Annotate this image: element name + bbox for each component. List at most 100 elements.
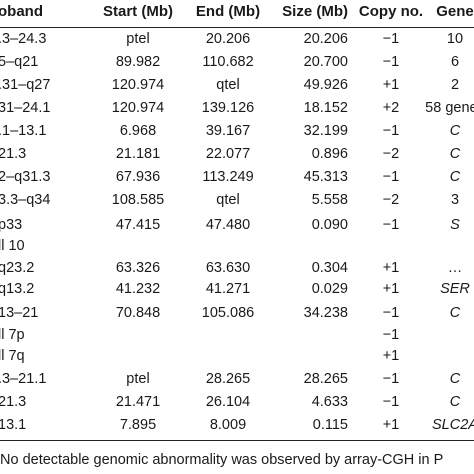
cell-genes: C bbox=[449, 169, 461, 185]
header-genes: Gene bbox=[436, 3, 474, 20]
cell-start: 21.181 bbox=[115, 146, 161, 162]
cell-start: 63.326 bbox=[115, 260, 161, 276]
table-row: 13.1 7.895 8.009 0.115 +1 SLC2A bbox=[0, 417, 474, 439]
cell-end: qtel bbox=[216, 77, 240, 93]
cell-cytoband: 13–21 bbox=[0, 305, 39, 321]
cell-copy-number: +1 bbox=[382, 260, 400, 276]
cell-copy-number: −1 bbox=[382, 54, 400, 70]
cell-start: ptel bbox=[126, 31, 150, 47]
cell-copy-number: +1 bbox=[382, 417, 400, 433]
table-row: ll 10 bbox=[0, 238, 474, 260]
cell-size: 5.558 bbox=[311, 192, 348, 208]
cell-copy-number: −1 bbox=[382, 394, 400, 410]
cell-size: 34.238 bbox=[303, 305, 348, 321]
cell-end: 113.249 bbox=[202, 169, 254, 185]
cell-cytoband: p33 bbox=[0, 217, 23, 233]
cell-copy-number: −2 bbox=[382, 192, 400, 208]
cell-cytoband: 21.3 bbox=[0, 394, 27, 410]
header-start: Start (Mb) bbox=[103, 3, 173, 20]
cell-start: 47.415 bbox=[115, 217, 161, 233]
header-end: End (Mb) bbox=[195, 3, 261, 20]
cell-size: 20.206 bbox=[303, 31, 348, 47]
cell-start: 120.974 bbox=[111, 77, 165, 93]
cell-cytoband: 31–24.1 bbox=[0, 100, 51, 116]
cell-copy-number: −1 bbox=[382, 123, 400, 139]
cell-copy-number: −1 bbox=[382, 217, 400, 233]
table-row: 21.3 21.471 26.104 4.633 −1 C bbox=[0, 394, 474, 416]
cell-genes: C bbox=[449, 305, 461, 321]
cell-end: 63.630 bbox=[205, 260, 251, 276]
cell-size: 0.304 bbox=[311, 260, 348, 276]
cell-size: 0.029 bbox=[311, 281, 348, 297]
cell-end: 26.104 bbox=[205, 394, 251, 410]
cell-genes: 3 bbox=[450, 192, 460, 208]
cell-cytoband: .31–q27 bbox=[0, 77, 51, 93]
cell-genes: C bbox=[449, 123, 461, 139]
cell-start: 67.936 bbox=[115, 169, 161, 185]
header-copy-number: Copy no. bbox=[358, 3, 424, 20]
cell-cytoband: 2–q31.3 bbox=[0, 169, 51, 185]
cell-copy-number: −1 bbox=[382, 371, 400, 387]
cell-genes: C bbox=[449, 146, 461, 162]
cell-copy-number: +1 bbox=[382, 281, 400, 297]
cell-copy-number: +1 bbox=[382, 348, 400, 364]
header-rule bbox=[0, 27, 474, 28]
cell-cytoband: ll 7q bbox=[0, 348, 25, 364]
table-row: q13.2 41.232 41.271 0.029 +1 SER bbox=[0, 281, 474, 303]
cell-end: 20.206 bbox=[205, 31, 251, 47]
cell-end: 139.126 bbox=[201, 100, 255, 116]
table-row: ll 7q +1 bbox=[0, 348, 474, 370]
cell-end: 28.265 bbox=[205, 371, 251, 387]
cell-size: 49.926 bbox=[303, 77, 348, 93]
cell-cytoband: 13.1 bbox=[0, 417, 27, 433]
cell-cytoband: .3–24.3 bbox=[0, 31, 47, 47]
cell-size: 18.152 bbox=[303, 100, 348, 116]
table-row: 5–q21 89.982 110.682 20.700 −1 6 bbox=[0, 54, 474, 76]
cell-end: 8.009 bbox=[209, 417, 247, 433]
cell-start: 108.585 bbox=[111, 192, 165, 208]
cell-end: 22.077 bbox=[205, 146, 251, 162]
cell-copy-number: −1 bbox=[382, 31, 400, 47]
cell-genes: C bbox=[449, 394, 461, 410]
cell-start: 6.968 bbox=[119, 123, 157, 139]
cell-start: 120.974 bbox=[111, 100, 165, 116]
table-row: 2–q31.3 67.936 113.249 45.313 −1 C bbox=[0, 169, 474, 191]
cell-size: 28.265 bbox=[303, 371, 348, 387]
cell-end: 41.271 bbox=[205, 281, 251, 297]
cell-cytoband: q23.2 bbox=[0, 260, 35, 276]
footnote: No detectable genomic abnormality was ob… bbox=[0, 452, 444, 468]
cell-size: 0.115 bbox=[312, 417, 348, 433]
table-row: q23.2 63.326 63.630 0.304 +1 … bbox=[0, 260, 474, 282]
cell-size: 0.090 bbox=[311, 217, 348, 233]
cell-copy-number: −1 bbox=[382, 169, 400, 185]
cell-size: 4.633 bbox=[311, 394, 348, 410]
table-row: p33 47.415 47.480 0.090 −1 S bbox=[0, 217, 474, 239]
cell-end: 110.682 bbox=[202, 54, 254, 70]
cell-copy-number: −1 bbox=[382, 305, 400, 321]
cell-cytoband: 3.3–q34 bbox=[0, 192, 51, 208]
cell-copy-number: +1 bbox=[382, 77, 400, 93]
cell-start: ptel bbox=[126, 371, 150, 387]
cell-cytoband: 21.3 bbox=[0, 146, 27, 162]
cell-genes: 58 genes bbox=[425, 100, 474, 116]
table-row: 3.3–q34 108.585 qtel 5.558 −2 3 bbox=[0, 192, 474, 214]
cell-size: 20.700 bbox=[303, 54, 348, 70]
table-header: oband Start (Mb) End (Mb) Size (Mb) Copy… bbox=[0, 0, 474, 26]
table-row: .31–q27 120.974 qtel 49.926 +1 2 bbox=[0, 77, 474, 99]
cell-genes: … bbox=[447, 260, 463, 276]
cell-size: 32.199 bbox=[303, 123, 348, 139]
cell-end: 105.086 bbox=[201, 305, 255, 321]
cell-size: 45.313 bbox=[303, 169, 348, 185]
table-row: .3–21.1 ptel 28.265 28.265 −1 C bbox=[0, 371, 474, 393]
cell-end: 47.480 bbox=[205, 217, 251, 233]
cell-cytoband: q13.2 bbox=[0, 281, 35, 297]
cell-cytoband: .3–21.1 bbox=[0, 371, 47, 387]
cell-genes: 2 bbox=[450, 77, 460, 93]
cell-start: 21.471 bbox=[115, 394, 161, 410]
cell-size: 0.896 bbox=[311, 146, 348, 162]
header-size: Size (Mb) bbox=[282, 3, 348, 20]
cell-end: 39.167 bbox=[205, 123, 251, 139]
header-cytoband: oband bbox=[0, 3, 43, 20]
cell-start: 41.232 bbox=[115, 281, 161, 297]
cell-start: 70.848 bbox=[115, 305, 161, 321]
